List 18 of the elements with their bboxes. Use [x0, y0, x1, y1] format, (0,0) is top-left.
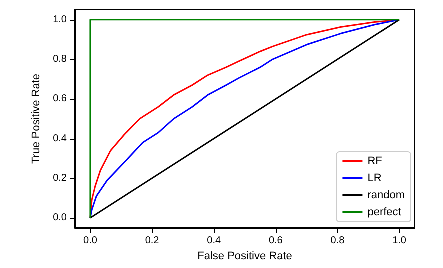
y-tick-label: 0.2	[53, 172, 68, 184]
y-tick-label: 0.4	[53, 133, 68, 144]
y-tick-label: 0.0	[53, 212, 68, 224]
x-tick-label: 0.2	[145, 236, 160, 246]
y-tick-label: 1.0	[53, 14, 68, 26]
x-tick-label: 0.8	[330, 236, 346, 246]
x-axis-title: False Positive Rate	[198, 250, 292, 262]
x-tick-label: 0.4	[207, 236, 222, 246]
x-tick-label: 0.0	[84, 236, 98, 246]
y-tick-label: 0.6	[53, 94, 68, 105]
y-axis-title: True Positive Rate	[30, 74, 43, 164]
x-tick-label: 0.6	[268, 236, 284, 246]
legend-label: perfect	[368, 206, 402, 218]
x-tick-label: 1.0	[392, 236, 407, 246]
y-tick-label: 0.8	[53, 54, 68, 66]
legend-label: LR	[368, 172, 382, 184]
legend-label: RF	[368, 156, 383, 168]
legend-label: random	[368, 190, 405, 202]
